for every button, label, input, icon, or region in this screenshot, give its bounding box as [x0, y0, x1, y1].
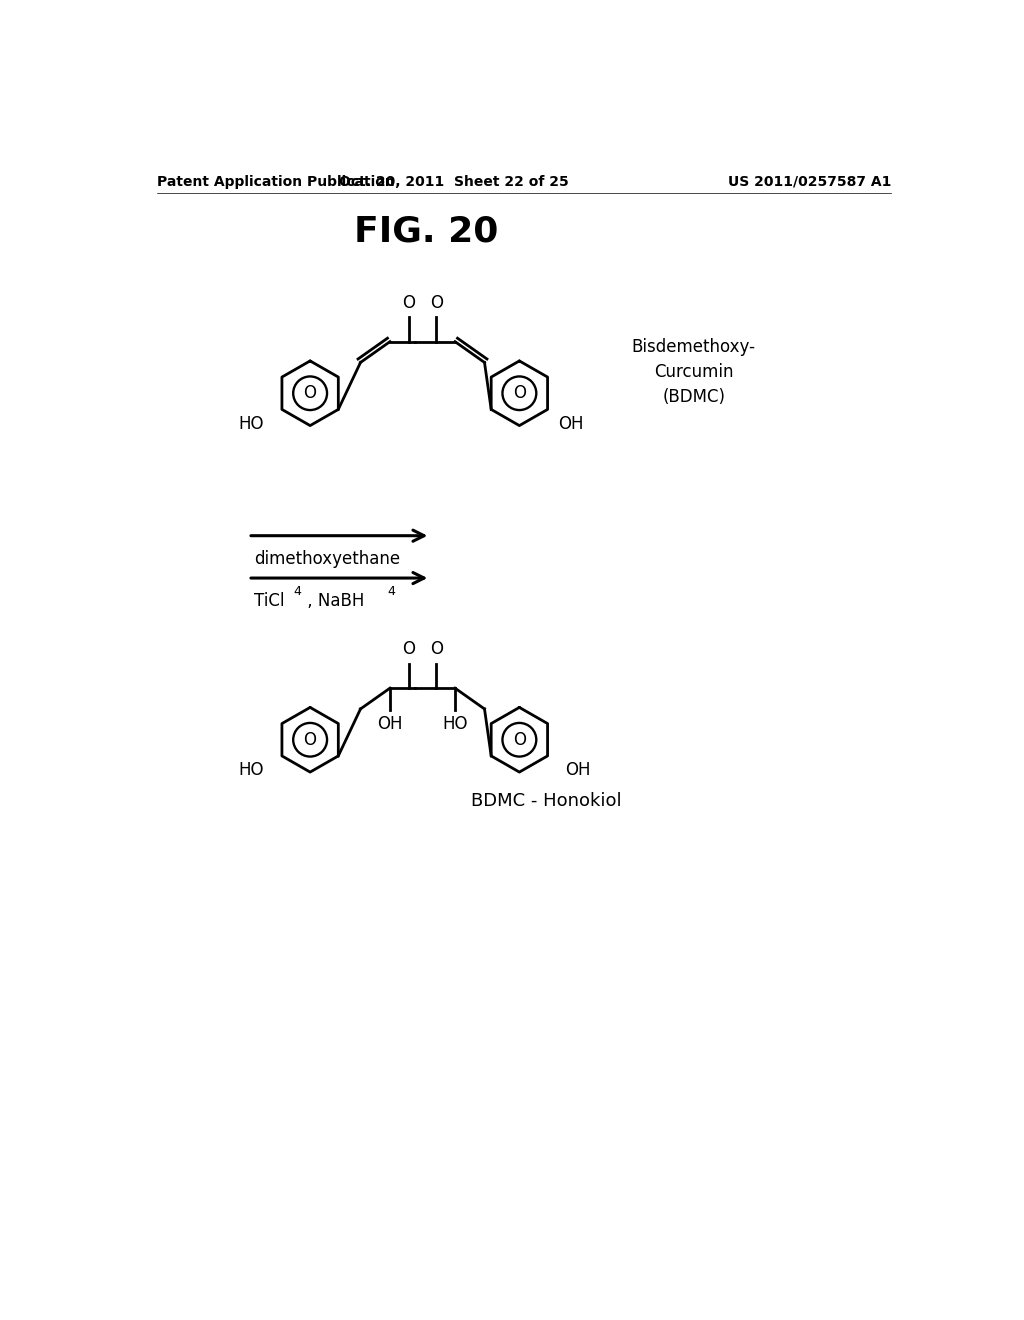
- Text: Patent Application Publication: Patent Application Publication: [158, 174, 395, 189]
- Text: 4: 4: [293, 585, 301, 598]
- Text: HO: HO: [239, 414, 264, 433]
- Text: OH: OH: [377, 715, 402, 733]
- Text: US 2011/0257587 A1: US 2011/0257587 A1: [728, 174, 891, 189]
- Text: OH: OH: [565, 762, 591, 779]
- Text: O: O: [402, 640, 415, 659]
- Text: HO: HO: [239, 762, 264, 779]
- Text: TiCl: TiCl: [254, 591, 285, 610]
- Text: , NaBH: , NaBH: [302, 591, 365, 610]
- Text: O: O: [513, 384, 526, 403]
- Text: O: O: [304, 731, 316, 748]
- Text: FIG. 20: FIG. 20: [354, 215, 499, 248]
- Text: (BDMC): (BDMC): [663, 388, 725, 407]
- Text: 4: 4: [388, 585, 395, 598]
- Text: dimethoxyethane: dimethoxyethane: [254, 549, 400, 568]
- Text: HO: HO: [442, 715, 468, 733]
- Text: O: O: [430, 640, 443, 659]
- Text: Bisdemethoxy-: Bisdemethoxy-: [632, 338, 756, 356]
- Text: O: O: [402, 293, 415, 312]
- Text: O: O: [430, 293, 443, 312]
- Text: BDMC - Honokiol: BDMC - Honokiol: [471, 792, 622, 810]
- Text: Curcumin: Curcumin: [654, 363, 733, 381]
- Text: Oct. 20, 2011  Sheet 22 of 25: Oct. 20, 2011 Sheet 22 of 25: [339, 174, 568, 189]
- Text: O: O: [304, 384, 316, 403]
- Text: OH: OH: [558, 414, 583, 433]
- Text: O: O: [513, 731, 526, 748]
